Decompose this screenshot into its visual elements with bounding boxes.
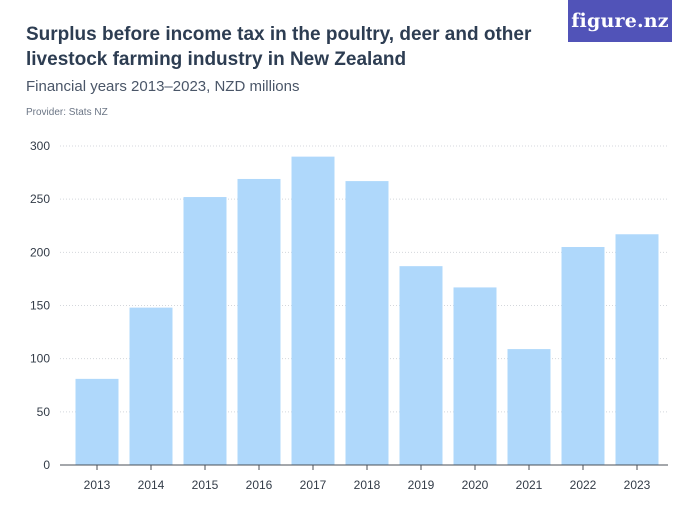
x-axis-tick-labels: 2013 2014 2015 2016 2017 2018 2019 2020 2021 2022… — [84, 478, 651, 492]
bar-2023[interactable] — [615, 234, 659, 465]
data-provider: Provider: Stats NZ — [26, 107, 108, 118]
bar-2017[interactable] — [291, 156, 335, 465]
x-tick-label: 2022 — [570, 478, 597, 492]
y-tick-label: 300 — [30, 139, 50, 153]
y-tick-label: 50 — [37, 405, 51, 419]
y-tick-label: 0 — [43, 458, 50, 472]
bars — [75, 156, 659, 466]
figure-nz-logo[interactable]: figure.nz — [568, 0, 672, 42]
chart-subtitle: Financial years 2013–2023, NZD millions — [26, 78, 300, 95]
y-tick-label: 200 — [30, 245, 50, 259]
chart-title: Surplus before income tax in the poultry… — [26, 24, 532, 70]
bar-2021[interactable] — [507, 349, 551, 465]
bar-2014[interactable] — [129, 307, 173, 465]
x-tick-label: 2015 — [192, 478, 219, 492]
x-tick-label: 2014 — [138, 478, 165, 492]
x-axis — [60, 464, 668, 470]
x-tick-label: 2019 — [408, 478, 435, 492]
x-tick-label: 2021 — [516, 478, 543, 492]
y-tick-label: 150 — [30, 299, 50, 313]
y-axis-tick-labels: 0 50 100 150 200 250 300 — [30, 139, 50, 472]
x-tick-label: 2023 — [624, 478, 651, 492]
bar-2020[interactable] — [453, 287, 497, 465]
bar-2013[interactable] — [75, 378, 119, 465]
x-tick-label: 2016 — [246, 478, 273, 492]
x-tick-label: 2018 — [354, 478, 381, 492]
bar-2016[interactable] — [237, 178, 281, 466]
y-tick-label: 100 — [30, 352, 50, 366]
bar-2018[interactable] — [345, 181, 389, 465]
x-tick-label: 2017 — [300, 478, 327, 492]
x-tick-label: 2013 — [84, 478, 111, 492]
x-tick-label: 2020 — [462, 478, 489, 492]
y-tick-label: 250 — [30, 192, 50, 206]
bar-2022[interactable] — [561, 247, 605, 465]
bar-2015[interactable] — [183, 197, 227, 466]
bar-2019[interactable] — [399, 266, 443, 465]
